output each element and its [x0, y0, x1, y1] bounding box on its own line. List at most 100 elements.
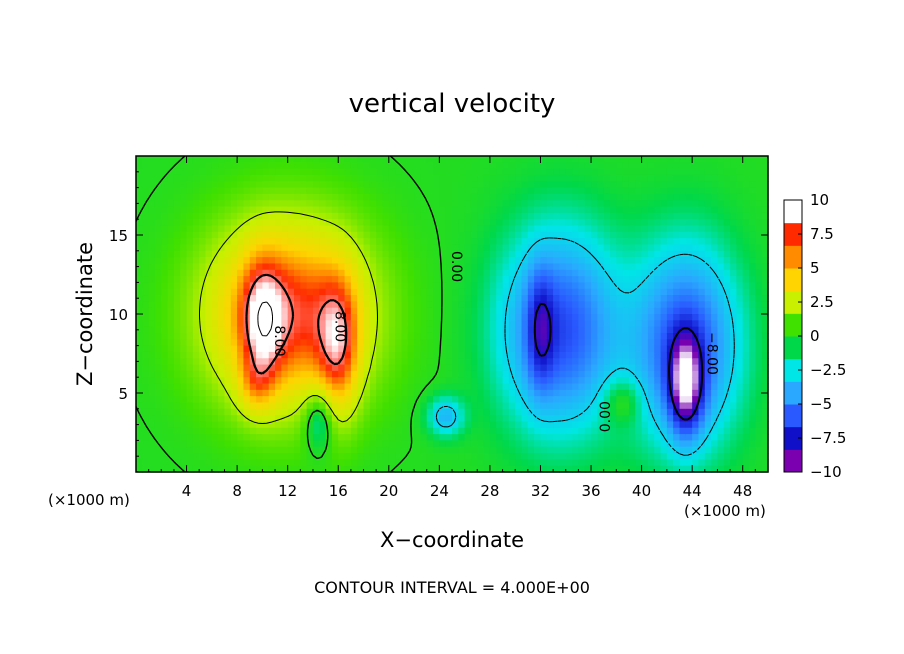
field-cell — [218, 174, 226, 182]
field-cell — [401, 168, 409, 176]
field-cell — [300, 389, 308, 397]
field-cell — [173, 345, 181, 353]
field-cell — [376, 301, 384, 309]
field-cell — [395, 244, 403, 252]
field-cell — [211, 301, 219, 309]
field-cell — [698, 332, 706, 340]
field-cell — [622, 238, 630, 246]
field-cell — [761, 174, 769, 182]
field-cell — [363, 434, 371, 441]
field-cell — [256, 383, 263, 391]
field-cell — [401, 174, 409, 182]
field-cell — [515, 364, 523, 372]
field-cell — [515, 351, 523, 359]
field-cell — [470, 231, 478, 239]
field-cell — [698, 402, 706, 410]
field-cell — [692, 181, 700, 189]
field-cell — [483, 162, 491, 170]
field-cell — [268, 156, 276, 163]
field-cell — [445, 206, 453, 214]
field-cell — [312, 257, 320, 265]
field-cell — [749, 408, 756, 416]
field-cell — [388, 358, 396, 366]
field-cell — [521, 250, 529, 258]
field-cell — [224, 307, 232, 315]
field-cell — [439, 263, 447, 271]
field-cell — [742, 244, 750, 252]
field-cell — [704, 206, 712, 214]
field-cell — [230, 301, 238, 309]
field-cell — [154, 250, 162, 258]
field-cell — [660, 320, 668, 328]
field-cell — [224, 402, 232, 410]
field-cell — [382, 219, 390, 227]
field-cell — [167, 421, 175, 429]
field-cell — [458, 244, 466, 252]
field-cell — [761, 257, 769, 265]
field-cell — [161, 358, 169, 366]
field-cell — [243, 282, 251, 290]
field-cell — [464, 389, 472, 397]
field-cell — [376, 288, 384, 296]
field-cell — [224, 364, 232, 372]
field-cell — [420, 225, 428, 233]
field-cell — [237, 383, 245, 391]
field-cell — [742, 314, 750, 321]
field-cell — [641, 465, 649, 473]
field-cell — [312, 408, 320, 416]
field-cell — [641, 459, 649, 467]
field-cell — [186, 181, 194, 189]
plot-area — [135, 155, 769, 473]
field-cell — [445, 339, 453, 347]
field-cell — [578, 288, 586, 296]
field-cell — [470, 421, 478, 429]
field-cell — [180, 421, 188, 429]
field-cell — [628, 421, 636, 429]
field-cell — [673, 181, 681, 189]
field-cell — [331, 358, 339, 366]
field-cell — [268, 238, 276, 246]
field-cell — [679, 440, 687, 448]
field-cell — [641, 269, 649, 277]
field-cell — [704, 389, 712, 397]
field-cell — [521, 238, 529, 246]
field-cell — [749, 396, 756, 404]
field-cell — [496, 339, 504, 347]
field-cell — [540, 440, 548, 448]
field-cell — [395, 326, 403, 334]
field-cell — [281, 238, 289, 246]
field-cell — [578, 244, 586, 252]
field-cell — [414, 345, 421, 353]
field-cell — [641, 295, 649, 302]
field-cell — [597, 301, 605, 309]
field-cell — [641, 206, 649, 214]
field-cell — [534, 288, 542, 296]
field-cell — [237, 181, 245, 189]
field-cell — [521, 434, 529, 441]
field-cell — [243, 295, 251, 302]
field-cell — [414, 244, 421, 252]
field-cell — [546, 276, 554, 283]
field-cell — [281, 402, 289, 410]
field-cell — [205, 288, 213, 296]
field-cell — [211, 288, 219, 296]
field-cell — [287, 332, 295, 340]
field-cell — [565, 427, 573, 435]
field-cell — [414, 370, 421, 378]
field-cell — [761, 288, 769, 296]
field-cell — [521, 427, 529, 435]
field-cell — [357, 326, 365, 334]
field-cell — [300, 168, 308, 176]
field-cell — [192, 408, 200, 416]
field-cell — [527, 193, 535, 201]
field-cell — [426, 358, 434, 366]
field-cell — [584, 332, 592, 340]
field-cell — [211, 364, 219, 372]
field-cell — [660, 219, 668, 227]
field-cell — [363, 269, 371, 277]
field-cell — [540, 187, 548, 195]
field-cell — [338, 282, 346, 290]
field-cell — [414, 326, 421, 334]
field-cell — [527, 162, 535, 170]
field-cell — [742, 263, 750, 271]
